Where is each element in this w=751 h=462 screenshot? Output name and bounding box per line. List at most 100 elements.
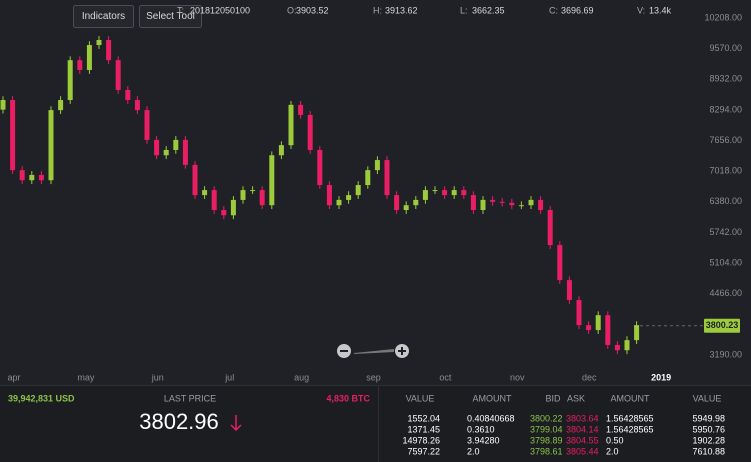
candle-body [134, 100, 140, 111]
candle-body [96, 40, 102, 46]
candle-body [538, 199, 544, 211]
orderbook-cell: 3804.55 [566, 435, 599, 445]
ohlc-label: T: [177, 5, 184, 15]
y-tick-label: 7018.00 [709, 166, 742, 176]
ohlc-label: L: [460, 5, 468, 15]
ohlc-label: H: [373, 5, 382, 15]
candle-body [461, 190, 467, 196]
candle-body [86, 45, 92, 71]
candle-body [422, 190, 428, 200]
candle-body [403, 205, 409, 211]
y-tick-label: 4466.00 [709, 288, 742, 298]
candle-body [566, 280, 572, 301]
candle-body [192, 164, 198, 196]
candle-body [528, 199, 534, 206]
x-tick-label: dec [582, 372, 597, 382]
chart-bg [0, 0, 751, 385]
orderbook-cell: 1.56428565 [606, 413, 654, 423]
ohlc-label: O: [287, 5, 297, 15]
ohlc-value: 3903.52 [296, 5, 329, 15]
candle-body [10, 100, 16, 171]
candle-body [586, 325, 592, 331]
orderbook-header: VALUE [693, 393, 722, 403]
orderbook-cell: 0.3610 [467, 424, 495, 434]
y-tick-label: 10208.00 [704, 12, 742, 22]
orderbook-header: VALUE [406, 393, 435, 403]
bottom-panel [0, 385, 751, 462]
candle-body [182, 139, 188, 165]
orderbook-cell: 2.0 [606, 446, 619, 456]
candle-body [413, 199, 419, 206]
arrow-head [230, 424, 242, 432]
select-tool-button[interactable]: Select Tool [139, 5, 202, 28]
orderbook-cell: 5950.76 [692, 424, 725, 434]
candle-body [278, 145, 284, 156]
button-frame[interactable] [139, 5, 202, 28]
ohlc-value: 201812050100 [190, 5, 250, 15]
orderbook-cell: 7597.22 [407, 446, 440, 456]
orderbook-cell: 5949.98 [692, 413, 725, 423]
candle-body [547, 210, 553, 246]
x-tick-label: jun [151, 372, 164, 382]
y-tick-label: 3190.00 [709, 349, 742, 359]
candle-body [48, 110, 54, 181]
candle-body [288, 104, 294, 146]
orderbook-cell: 3799.04 [530, 424, 563, 434]
zoom-slider[interactable] [354, 349, 394, 354]
candle-body [67, 60, 73, 101]
candle-body [470, 195, 476, 211]
candle-body [614, 344, 620, 351]
candle-body [374, 160, 380, 171]
orderbook-header: AMOUNT [473, 393, 512, 403]
candle-body [269, 155, 275, 206]
orderbook-cell: 3804.14 [566, 424, 599, 434]
candle-body [173, 139, 179, 150]
x-tick-label: sep [366, 372, 381, 382]
price-tag-label: 3800.23 [706, 320, 739, 330]
candle-body [451, 190, 457, 196]
ohlc-value: 13.4k [649, 5, 672, 15]
x-tick-label: apr [7, 372, 20, 382]
button-frame[interactable] [73, 5, 134, 28]
candle-body [77, 60, 83, 71]
candle-body [240, 190, 246, 200]
candle-body [202, 190, 208, 196]
orderbook-cell: 3798.61 [530, 446, 563, 456]
down-arrow [230, 415, 242, 432]
orderbook-cell: 7610.88 [692, 446, 725, 456]
button-label[interactable]: Select Tool [146, 11, 195, 22]
candle-body [326, 185, 332, 206]
ohlc-value: 3662.35 [472, 5, 505, 15]
button-label[interactable]: Indicators [82, 11, 125, 22]
y-tick-label: 7656.00 [709, 135, 742, 145]
candle-body [442, 190, 448, 196]
orderbook-cell: 3.94280 [467, 435, 500, 445]
orderbook-cell: 1.56428565 [606, 424, 654, 434]
candle-body [346, 195, 352, 200]
ohlc-value: 3696.69 [561, 5, 594, 15]
candle-body [298, 104, 304, 115]
candle-body [259, 190, 265, 206]
candle-body [106, 40, 112, 61]
y-tick-label: 8932.00 [709, 74, 742, 84]
orderbook-cell: 3798.89 [530, 435, 563, 445]
indicators-button[interactable]: Indicators [73, 5, 134, 28]
candle-body [480, 199, 486, 211]
volume-btc: 4,830 BTC [326, 393, 370, 403]
orderbook-cell: 3800.22 [530, 413, 563, 423]
orderbook-cell: 14978.26 [402, 435, 440, 445]
x-tick-label: aug [294, 372, 309, 382]
orderbook-cell: 2.0 [467, 446, 480, 456]
candle-body [307, 114, 313, 150]
candle-body [250, 190, 256, 192]
candle-body [154, 139, 160, 156]
x-tick-label: 2019 [651, 372, 671, 382]
candle-body [634, 325, 640, 341]
orderbook-cell: 0.50 [606, 435, 624, 445]
orderbook-header: ASK [567, 393, 585, 403]
orderbook-header: BID [545, 393, 561, 403]
y-tick-label: 9570.00 [709, 43, 742, 53]
orderbook-cell: 0.40840668 [467, 413, 515, 423]
zoom-control [337, 344, 409, 358]
